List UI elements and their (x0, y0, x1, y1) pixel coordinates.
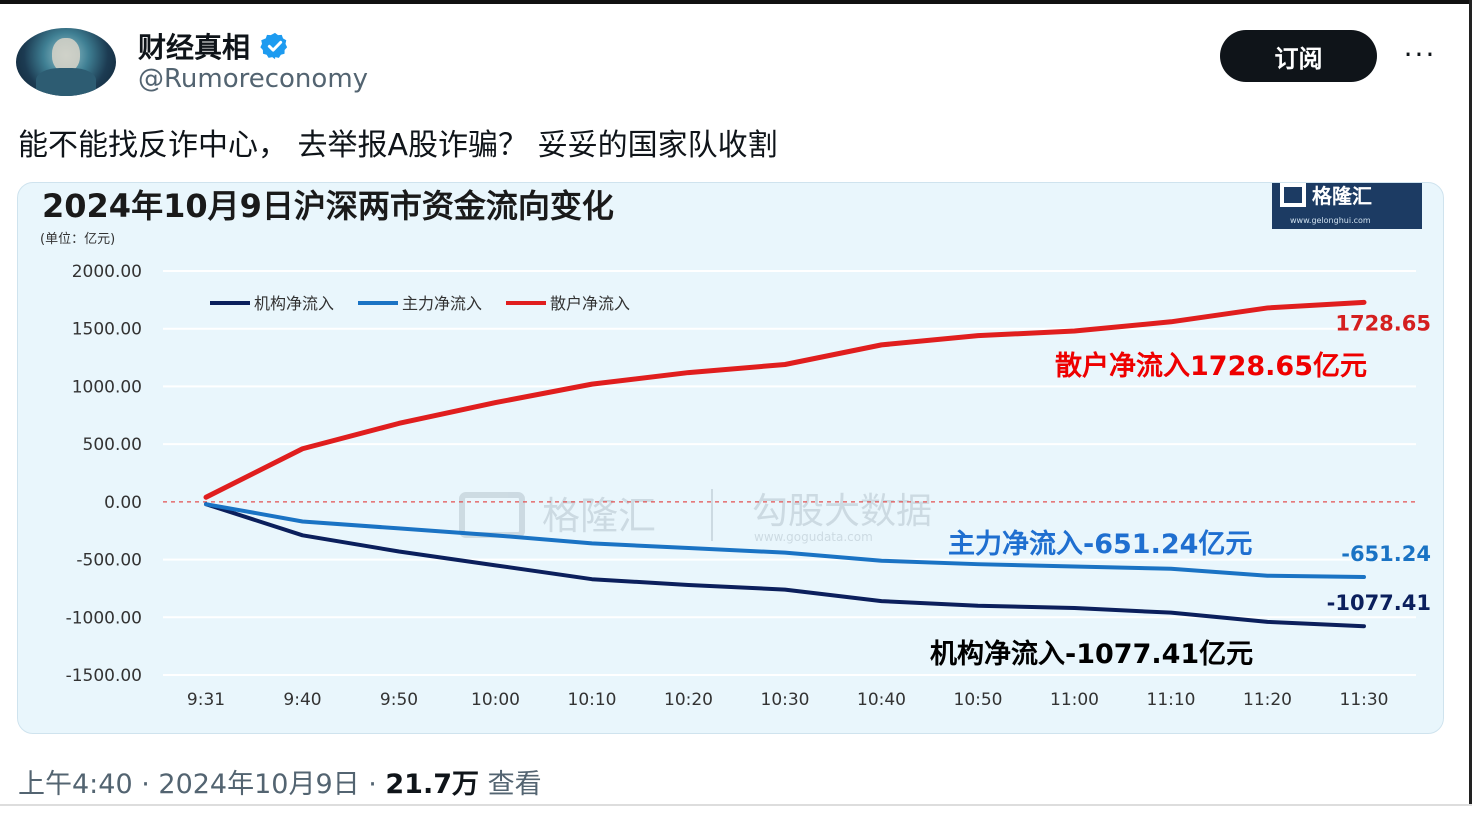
chart-title: 2024年10月9日沪深两市资金流向变化 (42, 187, 614, 225)
legend-label: 主力净流入 (402, 294, 482, 313)
chart-unit-label: (单位：亿元) (40, 232, 115, 247)
gridlines (163, 270, 1416, 676)
x-tick-label: 10:30 (761, 690, 810, 710)
y-tick-label: 500.00 (83, 435, 142, 455)
series-annotation-1: 机构净流入-1077.41亿元 (930, 639, 1253, 670)
series-line-2 (204, 502, 1366, 580)
y-tick-label: 1500.00 (72, 320, 142, 340)
end-value-label: 1728.65 (1335, 311, 1431, 335)
fund-flow-chart: 2024年10月9日沪深两市资金流向变化 (单位：亿元) 格隆汇 www.gel… (40, 183, 1431, 710)
y-tick-label: 0.00 (104, 493, 142, 513)
legend-label: 机构净流入 (254, 294, 334, 313)
series-annotation-2: 主力净流入-651.24亿元 (948, 529, 1252, 560)
more-options-icon[interactable]: ··· (1403, 38, 1437, 71)
series-line-3 (203, 299, 1367, 500)
x-tick-label: 10:00 (471, 690, 520, 710)
y-tick-label: -1500.00 (66, 666, 142, 686)
x-tick-label: 9:31 (187, 690, 225, 710)
x-tick-label: 11:30 (1340, 690, 1389, 710)
views-label: 查看 (479, 769, 542, 800)
watermark-left: 格隆汇 (542, 494, 656, 538)
legend-label: 散户净流入 (550, 294, 630, 313)
x-tick-label: 11:10 (1147, 690, 1196, 710)
author-name-row: 财经真相 (138, 28, 290, 64)
series-line-1 (204, 502, 1366, 629)
x-tick-label: 10:10 (568, 690, 617, 710)
series-annotation-3: 散户净流入1728.65亿元 (1055, 350, 1367, 382)
x-tick-label: 9:50 (380, 690, 418, 710)
post-divider (0, 804, 1472, 806)
user-handle[interactable]: @Rumoreconomy (138, 64, 369, 94)
x-tick-label: 9:40 (283, 690, 321, 710)
window-right-border (1469, 0, 1472, 806)
y-axis-ticks: 2000.00 1500.00 1000.00 500.00 0.00 -500.00 -1… (66, 262, 142, 686)
y-tick-label: -1000.00 (66, 608, 142, 628)
series-lines (203, 299, 1367, 629)
end-value-label: -651.24 (1341, 542, 1431, 566)
y-tick-label: 1000.00 (72, 377, 142, 397)
tweet-text: 能不能找反诈中心， 去举报A股诈骗？ 妥妥的国家队收割 (18, 128, 778, 163)
y-tick-label: 2000.00 (72, 262, 142, 282)
watermark-right: 勾股大数据 (752, 491, 932, 532)
x-tick-label: 10:50 (954, 690, 1003, 710)
view-count: 21.7万 (385, 769, 480, 800)
end-value-label: -1077.41 (1327, 591, 1431, 615)
display-name[interactable]: 财经真相 (138, 31, 251, 64)
chart-legend: 机构净流入 主力净流入 散户净流入 (210, 294, 630, 313)
tweet-time[interactable]: 上午4:40 (18, 769, 133, 800)
logo-text: 格隆汇 (1312, 184, 1372, 208)
watermark: 格隆汇 勾股大数据 www.gogudata.com (459, 489, 932, 544)
x-axis-ticks: 9:31 9:40 9:50 10:00 10:10 10:20 10:30 10:40 10:… (187, 690, 1389, 710)
watermark-url: www.gogudata.com (754, 530, 873, 544)
meta-separator: · (359, 769, 386, 800)
window-top-border (0, 0, 1472, 4)
avatar[interactable] (16, 28, 116, 96)
end-value-labels: -1077.41 -651.24 1728.65 (1327, 311, 1431, 615)
x-tick-label: 10:20 (664, 690, 713, 710)
chart-image[interactable]: 2024年10月9日沪深两市资金流向变化 (单位：亿元) 格隆汇 www.gel… (17, 182, 1444, 734)
series-annotations: 机构净流入-1077.41亿元 主力净流入-651.24亿元 散户净流入1728.6… (930, 350, 1367, 670)
x-tick-label: 11:00 (1050, 690, 1099, 710)
tweet-date[interactable]: 2024年10月9日 (158, 769, 360, 800)
logo-url: www.gelonghui.com (1290, 216, 1371, 225)
meta-separator: · (132, 769, 159, 800)
subscribe-button[interactable]: 订阅 (1220, 30, 1377, 82)
gelonghui-logo: 格隆汇 www.gelonghui.com (1272, 183, 1422, 229)
verified-badge-icon (260, 32, 288, 60)
x-tick-label: 10:40 (857, 690, 906, 710)
y-tick-label: -500.00 (76, 551, 142, 571)
x-tick-label: 11:20 (1243, 690, 1292, 710)
tweet-meta: 上午4:40 · 2024年10月9日 · 21.7万 查看 (18, 762, 542, 801)
